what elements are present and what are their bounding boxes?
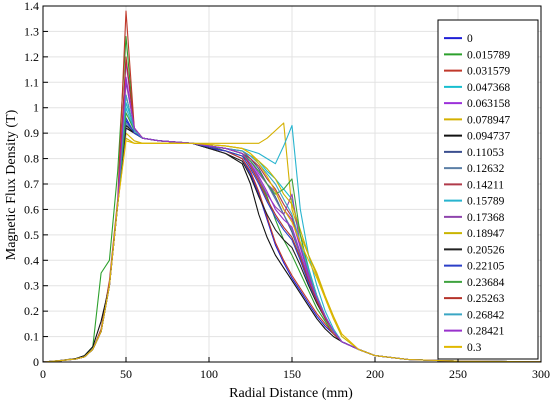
legend-label: 0.14211 xyxy=(467,179,504,191)
series-line-6 xyxy=(42,127,542,363)
y-axis-label: Magnetic Flux Density (T) xyxy=(4,109,19,260)
y-tick-label: 0.6 xyxy=(24,202,39,216)
y-tick-label: 0.1 xyxy=(24,330,39,344)
x-axis-label: Radial Distance (mm) xyxy=(229,386,353,401)
legend-label: 0.15789 xyxy=(467,196,505,208)
y-tick-label: 0 xyxy=(33,355,39,369)
y-tick-label: 1.1 xyxy=(24,75,39,89)
legend-label: 0.28421 xyxy=(467,326,505,338)
legend-label: 0.25263 xyxy=(467,293,505,305)
legend-label: 0.078947 xyxy=(467,114,510,126)
tick-layer: 0 50 100 150 200 250 300 0 0.1 0.2 0.3 0.4 0.5 0.6 0.7… xyxy=(24,0,550,381)
legend-label: 0.20526 xyxy=(467,244,505,256)
series-line-19 xyxy=(42,140,542,363)
y-tick-label: 0.5 xyxy=(24,228,39,242)
series-layer xyxy=(42,10,542,363)
y-tick-label: 1.2 xyxy=(24,50,39,64)
y-tick-label: 0.4 xyxy=(24,253,39,267)
x-tick-label: 150 xyxy=(283,367,301,381)
legend-label: 0.22105 xyxy=(467,261,505,273)
legend-label: 0.031579 xyxy=(467,66,510,78)
legend-label: 0.3 xyxy=(467,342,482,354)
legend-label: 0.063158 xyxy=(467,98,510,110)
y-tick-label: 1.3 xyxy=(24,24,39,38)
y-tick-label: 1 xyxy=(33,101,39,115)
legend-label: 0.11053 xyxy=(467,147,504,159)
y-tick-label: 0.2 xyxy=(24,304,39,318)
legend-box xyxy=(437,19,539,360)
x-tick-label: 300 xyxy=(532,367,550,381)
legend-label: 0.015789 xyxy=(467,49,510,61)
x-tick-label: 0 xyxy=(40,367,46,381)
x-tick-label: 100 xyxy=(200,367,218,381)
legend-label: 0.17368 xyxy=(467,212,505,224)
y-tick-label: 0.9 xyxy=(24,126,39,140)
legend-label: 0.23684 xyxy=(467,277,505,289)
y-tick-label: 0.8 xyxy=(24,152,39,166)
legend-label: 0.18947 xyxy=(467,228,505,240)
y-tick-label: 0.3 xyxy=(24,279,39,293)
x-tick-label: 50 xyxy=(120,367,132,381)
y-tick-label: 0.7 xyxy=(24,177,39,191)
legend-label: 0.26842 xyxy=(467,309,505,321)
legend-label: 0.047368 xyxy=(467,82,510,94)
x-tick-label: 200 xyxy=(366,367,384,381)
x-tick-label: 250 xyxy=(449,367,467,381)
y-tick-label: 1.4 xyxy=(24,0,39,13)
legend: 0 0.015789 0.031579 0.047368 0.063158 0.07894… xyxy=(437,19,539,360)
legend-label: 0 xyxy=(467,33,473,45)
legend-label: 0.12632 xyxy=(467,163,505,175)
legend-label: 0.094737 xyxy=(467,131,510,143)
